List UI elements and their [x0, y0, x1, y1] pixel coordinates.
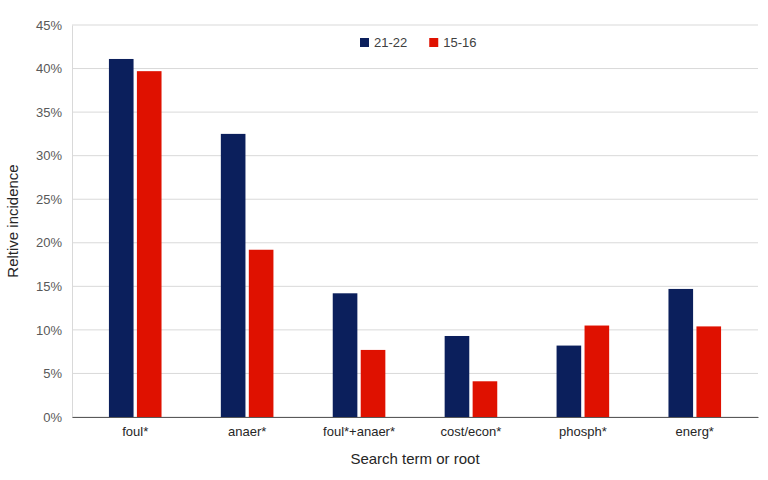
y-axis: 0% 5% 10% 15% 20% 25% 30% 35% 40% 45%: [36, 18, 73, 425]
legend-label: 21-22: [374, 35, 407, 50]
grid-line: [72, 155, 758, 156]
x-tick-label: phosph*: [559, 424, 607, 439]
grid-line: [72, 286, 758, 287]
grid-line: [72, 68, 758, 69]
y-tick-label: 30%: [36, 148, 62, 163]
y-tick-label: 45%: [36, 18, 62, 33]
y-tick-label: 0%: [43, 410, 62, 425]
y-tick: 25%: [36, 192, 72, 207]
bar: [361, 350, 386, 417]
y-tick-label: 10%: [36, 323, 62, 338]
bar: [221, 134, 246, 417]
grid-line: [72, 199, 758, 200]
x-tick: energ*: [676, 417, 714, 439]
x-axis-line: [73, 417, 759, 418]
y-axis-title: Reltive incidence: [4, 164, 21, 277]
x-axis-title: Search term or root: [350, 450, 480, 467]
grid-line: [72, 373, 758, 374]
x-tick: foul*: [122, 417, 148, 439]
bar: [557, 346, 582, 417]
bar: [585, 326, 610, 417]
grid-line: [72, 25, 758, 26]
y-tick: 0%: [43, 410, 72, 425]
y-tick-label: 40%: [36, 61, 62, 76]
y-tick: 10%: [36, 323, 72, 338]
bar: [249, 250, 274, 417]
y-tick: 45%: [36, 18, 72, 33]
y-tick: 35%: [36, 105, 72, 120]
bars: [109, 59, 721, 417]
y-tick: 30%: [36, 148, 72, 163]
bar: [333, 293, 358, 417]
grid-line: [72, 417, 758, 418]
bar: [109, 59, 134, 417]
grid-line: [72, 112, 758, 113]
chart: 0%5%10%15%20%25%30%35%40%45%foul*anaer*f…: [0, 0, 768, 480]
bar: [137, 71, 162, 417]
x-tick: cost/econ*: [441, 417, 502, 439]
bar: [696, 326, 721, 417]
x-tick-label: anaer*: [228, 424, 266, 439]
x-tick-label: cost/econ*: [441, 424, 502, 439]
legend-swatch: [360, 38, 369, 47]
x-tick: phosph*: [559, 417, 607, 439]
x-axis: foul* anaer* foul*+anaer* cost/econ* phosph*…: [73, 417, 759, 439]
legend-swatch: [429, 38, 438, 47]
x-tick-label: foul*+anaer*: [323, 424, 395, 439]
y-tick-label: 25%: [36, 192, 62, 207]
x-tick: anaer*: [228, 417, 266, 439]
grid-line: [72, 329, 758, 330]
y-tick: 15%: [36, 279, 72, 294]
legend: 21-22 15-16: [360, 35, 477, 50]
x-tick: foul*+anaer*: [323, 417, 395, 439]
y-tick: 40%: [36, 61, 72, 76]
bar: [445, 336, 470, 417]
legend-label: 15-16: [443, 35, 476, 50]
bar: [473, 381, 498, 417]
y-tick-label: 35%: [36, 105, 62, 120]
x-tick-label: foul*: [122, 424, 148, 439]
bar: [668, 289, 693, 417]
y-tick-label: 20%: [36, 235, 62, 250]
y-tick: 20%: [36, 235, 72, 250]
y-tick-label: 15%: [36, 279, 62, 294]
grid-line: [72, 242, 758, 243]
y-axis-line: [72, 26, 73, 418]
x-tick-label: energ*: [676, 424, 714, 439]
y-tick-label: 5%: [43, 366, 62, 381]
y-tick: 5%: [43, 366, 72, 381]
grid: [72, 25, 758, 417]
